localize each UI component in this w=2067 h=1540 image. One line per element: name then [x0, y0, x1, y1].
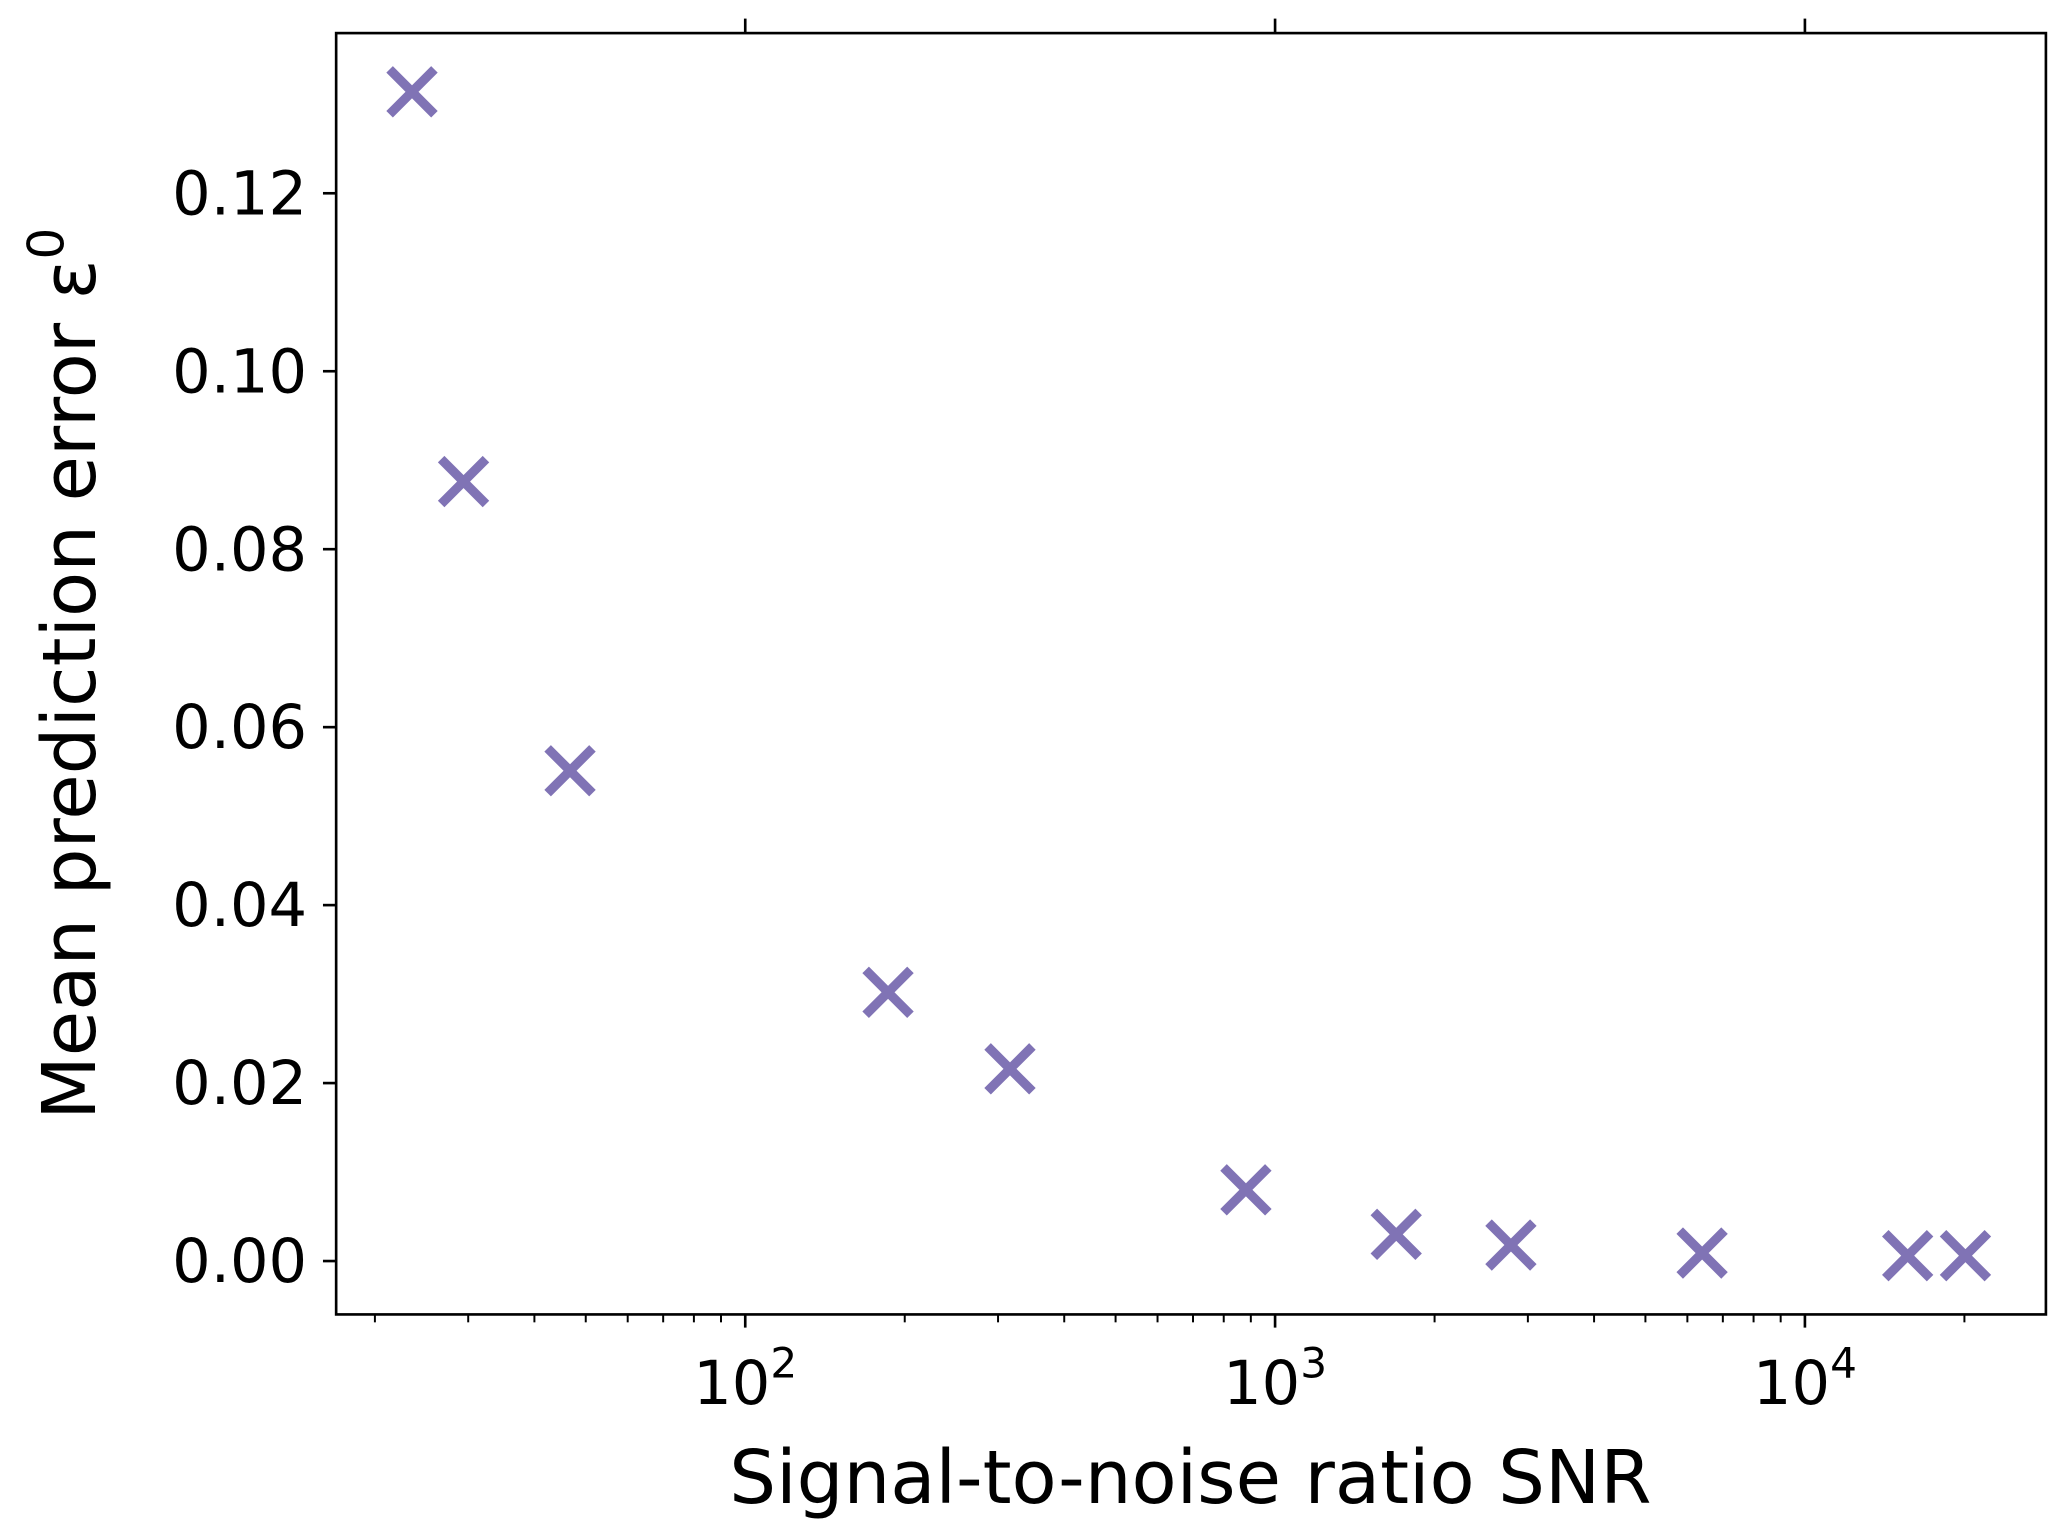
plot-frame — [334, 31, 2048, 1316]
data-point-x-marker — [1939, 1230, 1992, 1282]
data-point-x-marker — [1485, 1219, 1537, 1271]
data-point-x-marker — [437, 455, 490, 508]
data-point-x-marker — [1676, 1227, 1728, 1279]
y-axis-label-text: Mean prediction error ε — [27, 259, 113, 1119]
data-point-x-marker — [984, 1043, 1036, 1095]
x-tick-label: 103 — [1223, 1339, 1327, 1419]
axis-ticks: 0.00 0.02 0.04 0.06 0.08 0.10 0.12 102 103 104 — [172, 18, 1966, 1419]
y-tick-label: 0.10 — [172, 337, 307, 407]
y-axis-label: Mean prediction error ε0 — [17, 228, 113, 1120]
y-tick-label: 0.00 — [172, 1227, 307, 1297]
y-tick-label: 0.06 — [172, 693, 307, 763]
y-tick-label: 0.12 — [172, 159, 307, 229]
x-tick-label: 102 — [693, 1339, 797, 1419]
data-point-x-marker — [862, 966, 914, 1018]
y-tick-label: 0.08 — [172, 515, 307, 585]
data-point-x-marker — [544, 745, 596, 797]
data-point-x-marker — [386, 66, 438, 118]
x-axis-label: Signal-to-noise ratio SNR — [729, 1435, 1651, 1521]
y-tick-label: 0.04 — [172, 871, 307, 941]
y-tick-label: 0.02 — [172, 1049, 307, 1119]
data-point-x-marker — [1370, 1208, 1422, 1261]
data-point-x-marker — [1882, 1230, 1934, 1282]
x-tick-label: 104 — [1753, 1339, 1857, 1419]
y-axis-label-superscript: 0 — [17, 228, 75, 260]
data-point-x-marker — [1220, 1164, 1272, 1216]
data-points — [386, 66, 1992, 1282]
